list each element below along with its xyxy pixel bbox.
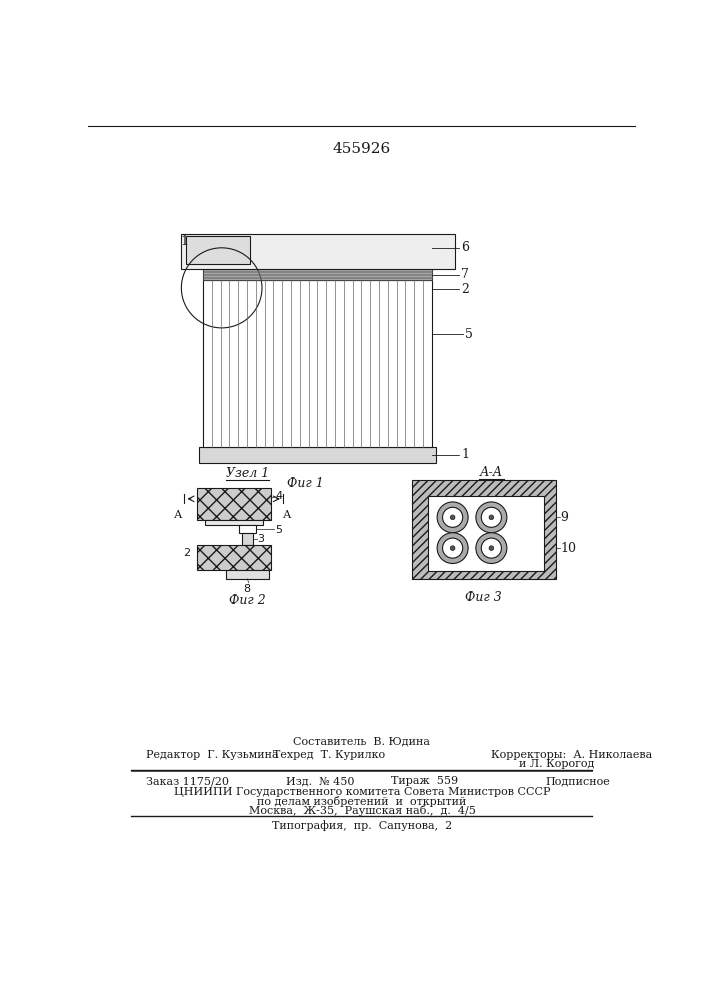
Bar [226,570,269,579]
Text: Корректоры:  А. Николаева: Корректоры: А. Николаева [491,750,653,760]
Text: 2: 2 [184,548,191,558]
Bar [203,269,432,280]
Text: 1: 1 [180,235,189,248]
Text: Москва,  Ж-35,  Раушская наб.,  д.  4/5: Москва, Ж-35, Раушская наб., д. 4/5 [249,805,475,816]
Circle shape [443,538,462,558]
Bar [197,488,271,520]
Text: Подписное: Подписное [546,776,610,786]
Text: Фиг 1: Фиг 1 [287,477,324,490]
Text: Фиг 2: Фиг 2 [229,594,266,607]
Circle shape [489,546,493,550]
Bar [412,480,556,579]
Circle shape [450,515,455,520]
Text: 2: 2 [461,283,469,296]
Circle shape [481,538,501,558]
Bar [199,447,436,463]
Text: А: А [174,510,182,520]
Text: 3: 3 [257,534,264,544]
Text: 5: 5 [465,328,473,341]
Text: 6: 6 [461,241,469,254]
Bar [197,545,271,570]
Circle shape [481,507,501,527]
Bar [204,520,263,525]
Circle shape [437,533,468,564]
Text: 8: 8 [244,584,251,594]
Text: 5: 5 [275,525,282,535]
Bar [242,533,252,545]
Text: А-А: А-А [480,466,503,479]
Text: по делам изобретений  и  открытий: по делам изобретений и открытий [257,796,467,807]
Text: Составитель  В. Юдина: Составитель В. Юдина [293,736,431,746]
Text: Изд.  № 450: Изд. № 450 [286,776,354,786]
Text: Заказ 1175/20: Заказ 1175/20 [146,776,230,786]
Bar [239,525,256,533]
Text: Типография,  пр.  Сапунова,  2: Типография, пр. Сапунова, 2 [271,821,452,831]
Bar [186,236,250,264]
Bar [203,280,432,447]
Circle shape [443,507,462,527]
Circle shape [489,515,493,520]
Bar [182,234,455,269]
Bar [428,496,544,571]
Text: 1: 1 [461,448,469,461]
Text: 455926: 455926 [333,142,391,156]
Text: и Л. Корогод: и Л. Корогод [519,759,595,769]
Text: А: А [284,510,292,520]
Text: Фиг 3: Фиг 3 [465,591,502,604]
Text: Тираж  559: Тираж 559 [391,776,457,786]
Text: Редактор  Г. Кузьмина: Редактор Г. Кузьмина [146,750,279,760]
Text: Узел 1: Узел 1 [226,467,269,480]
Text: 4: 4 [275,491,282,501]
Text: 10: 10 [561,542,576,555]
Text: Техред  Т. Курилко: Техред Т. Курилко [273,750,385,760]
Text: 9: 9 [561,511,568,524]
Circle shape [437,502,468,533]
Circle shape [476,533,507,564]
Circle shape [450,546,455,550]
Circle shape [476,502,507,533]
Text: ЦНИИПИ Государственного комитета Совета Министров СССР: ЦНИИПИ Государственного комитета Совета … [174,787,550,797]
Text: 7: 7 [461,268,469,281]
